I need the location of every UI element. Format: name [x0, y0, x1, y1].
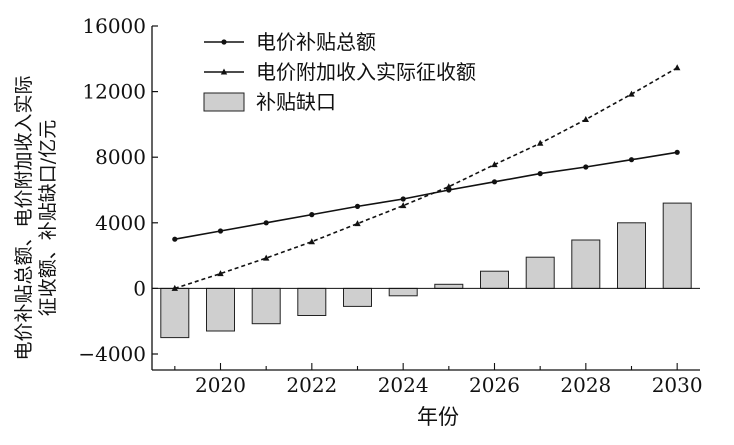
- point-1-2025: [445, 183, 452, 190]
- lines-layer: [171, 64, 681, 291]
- point-0-2026: [491, 179, 498, 185]
- bars-layer: [160, 202, 692, 339]
- legend-marker-1: [220, 68, 228, 75]
- bar-2022: [297, 287, 327, 316]
- legend-swatch-2: [203, 92, 245, 112]
- bar-2020: [206, 287, 235, 332]
- y-axis-title-line-1: 电价补贴总额、电价附加收入实际: [13, 75, 35, 360]
- bar-2027: [525, 256, 555, 289]
- y-tick-label: 4000: [95, 211, 146, 235]
- y-tick-label: 0: [133, 276, 146, 300]
- point-0-2027: [537, 171, 543, 177]
- point-1-2019: [171, 284, 178, 291]
- point-0-2028: [583, 164, 589, 170]
- point-1-2030: [674, 64, 681, 71]
- bar-2029: [617, 222, 646, 289]
- point-1-2021: [263, 254, 270, 261]
- point-1-2023: [354, 220, 361, 227]
- x-tick-label: 2030: [652, 373, 703, 397]
- bar-2019: [160, 287, 190, 339]
- point-0-2020: [217, 228, 224, 234]
- point-1-2027: [537, 139, 544, 146]
- series-line-0: [174, 151, 678, 240]
- point-1-2024: [400, 202, 407, 209]
- point-1-2029: [628, 90, 635, 97]
- bar-2028: [571, 239, 601, 289]
- y-tick-label: 8000: [95, 145, 146, 169]
- y-tick-label: 12000: [82, 80, 146, 104]
- y-axis-title-line-2: 征收额、补贴缺口/亿元: [37, 120, 59, 316]
- y-axis-title: 电价补贴总额、电价附加收入实际 征收额、补贴缺口/亿元: [13, 75, 59, 360]
- bar-2026: [480, 270, 509, 289]
- series-line-1: [174, 67, 678, 290]
- bar-2021: [251, 287, 281, 325]
- point-0-2029: [628, 157, 635, 163]
- point-1-2020: [217, 270, 224, 277]
- legend-label-1: 电价附加收入实际征收额: [256, 60, 476, 84]
- x-tick-label: 2028: [560, 373, 611, 397]
- axes-layer: 16000 12000 8000 4000 0 −4000 2020 2022 2024 2026…: [78, 14, 702, 397]
- x-tick-label: 2020: [195, 373, 246, 397]
- point-1-2028: [582, 116, 589, 122]
- legend-label-0: 电价补贴总额: [256, 30, 376, 54]
- x-axis-title: 年份: [417, 405, 459, 429]
- x-tick-label: 2026: [469, 373, 520, 397]
- point-0-2021: [263, 220, 269, 226]
- y-tick-label: 16000: [82, 14, 146, 38]
- bar-2025: [434, 283, 464, 289]
- point-0-2023: [354, 203, 361, 209]
- point-0-2030: [674, 149, 680, 155]
- bar-2023: [343, 287, 372, 307]
- point-0-2019: [172, 236, 178, 242]
- point-1-2026: [491, 161, 498, 168]
- x-tick-label: 2024: [378, 373, 429, 397]
- x-tick-label: 2022: [286, 373, 337, 397]
- point-0-2022: [309, 212, 315, 218]
- point-1-2022: [308, 238, 315, 245]
- bar-2030: [662, 202, 692, 289]
- legend-label-2: 补贴缺口: [256, 90, 336, 114]
- legend-marker-0: [221, 39, 227, 45]
- bar-2024: [388, 287, 418, 297]
- y-tick-label: −4000: [78, 342, 146, 366]
- point-0-2024: [400, 196, 406, 202]
